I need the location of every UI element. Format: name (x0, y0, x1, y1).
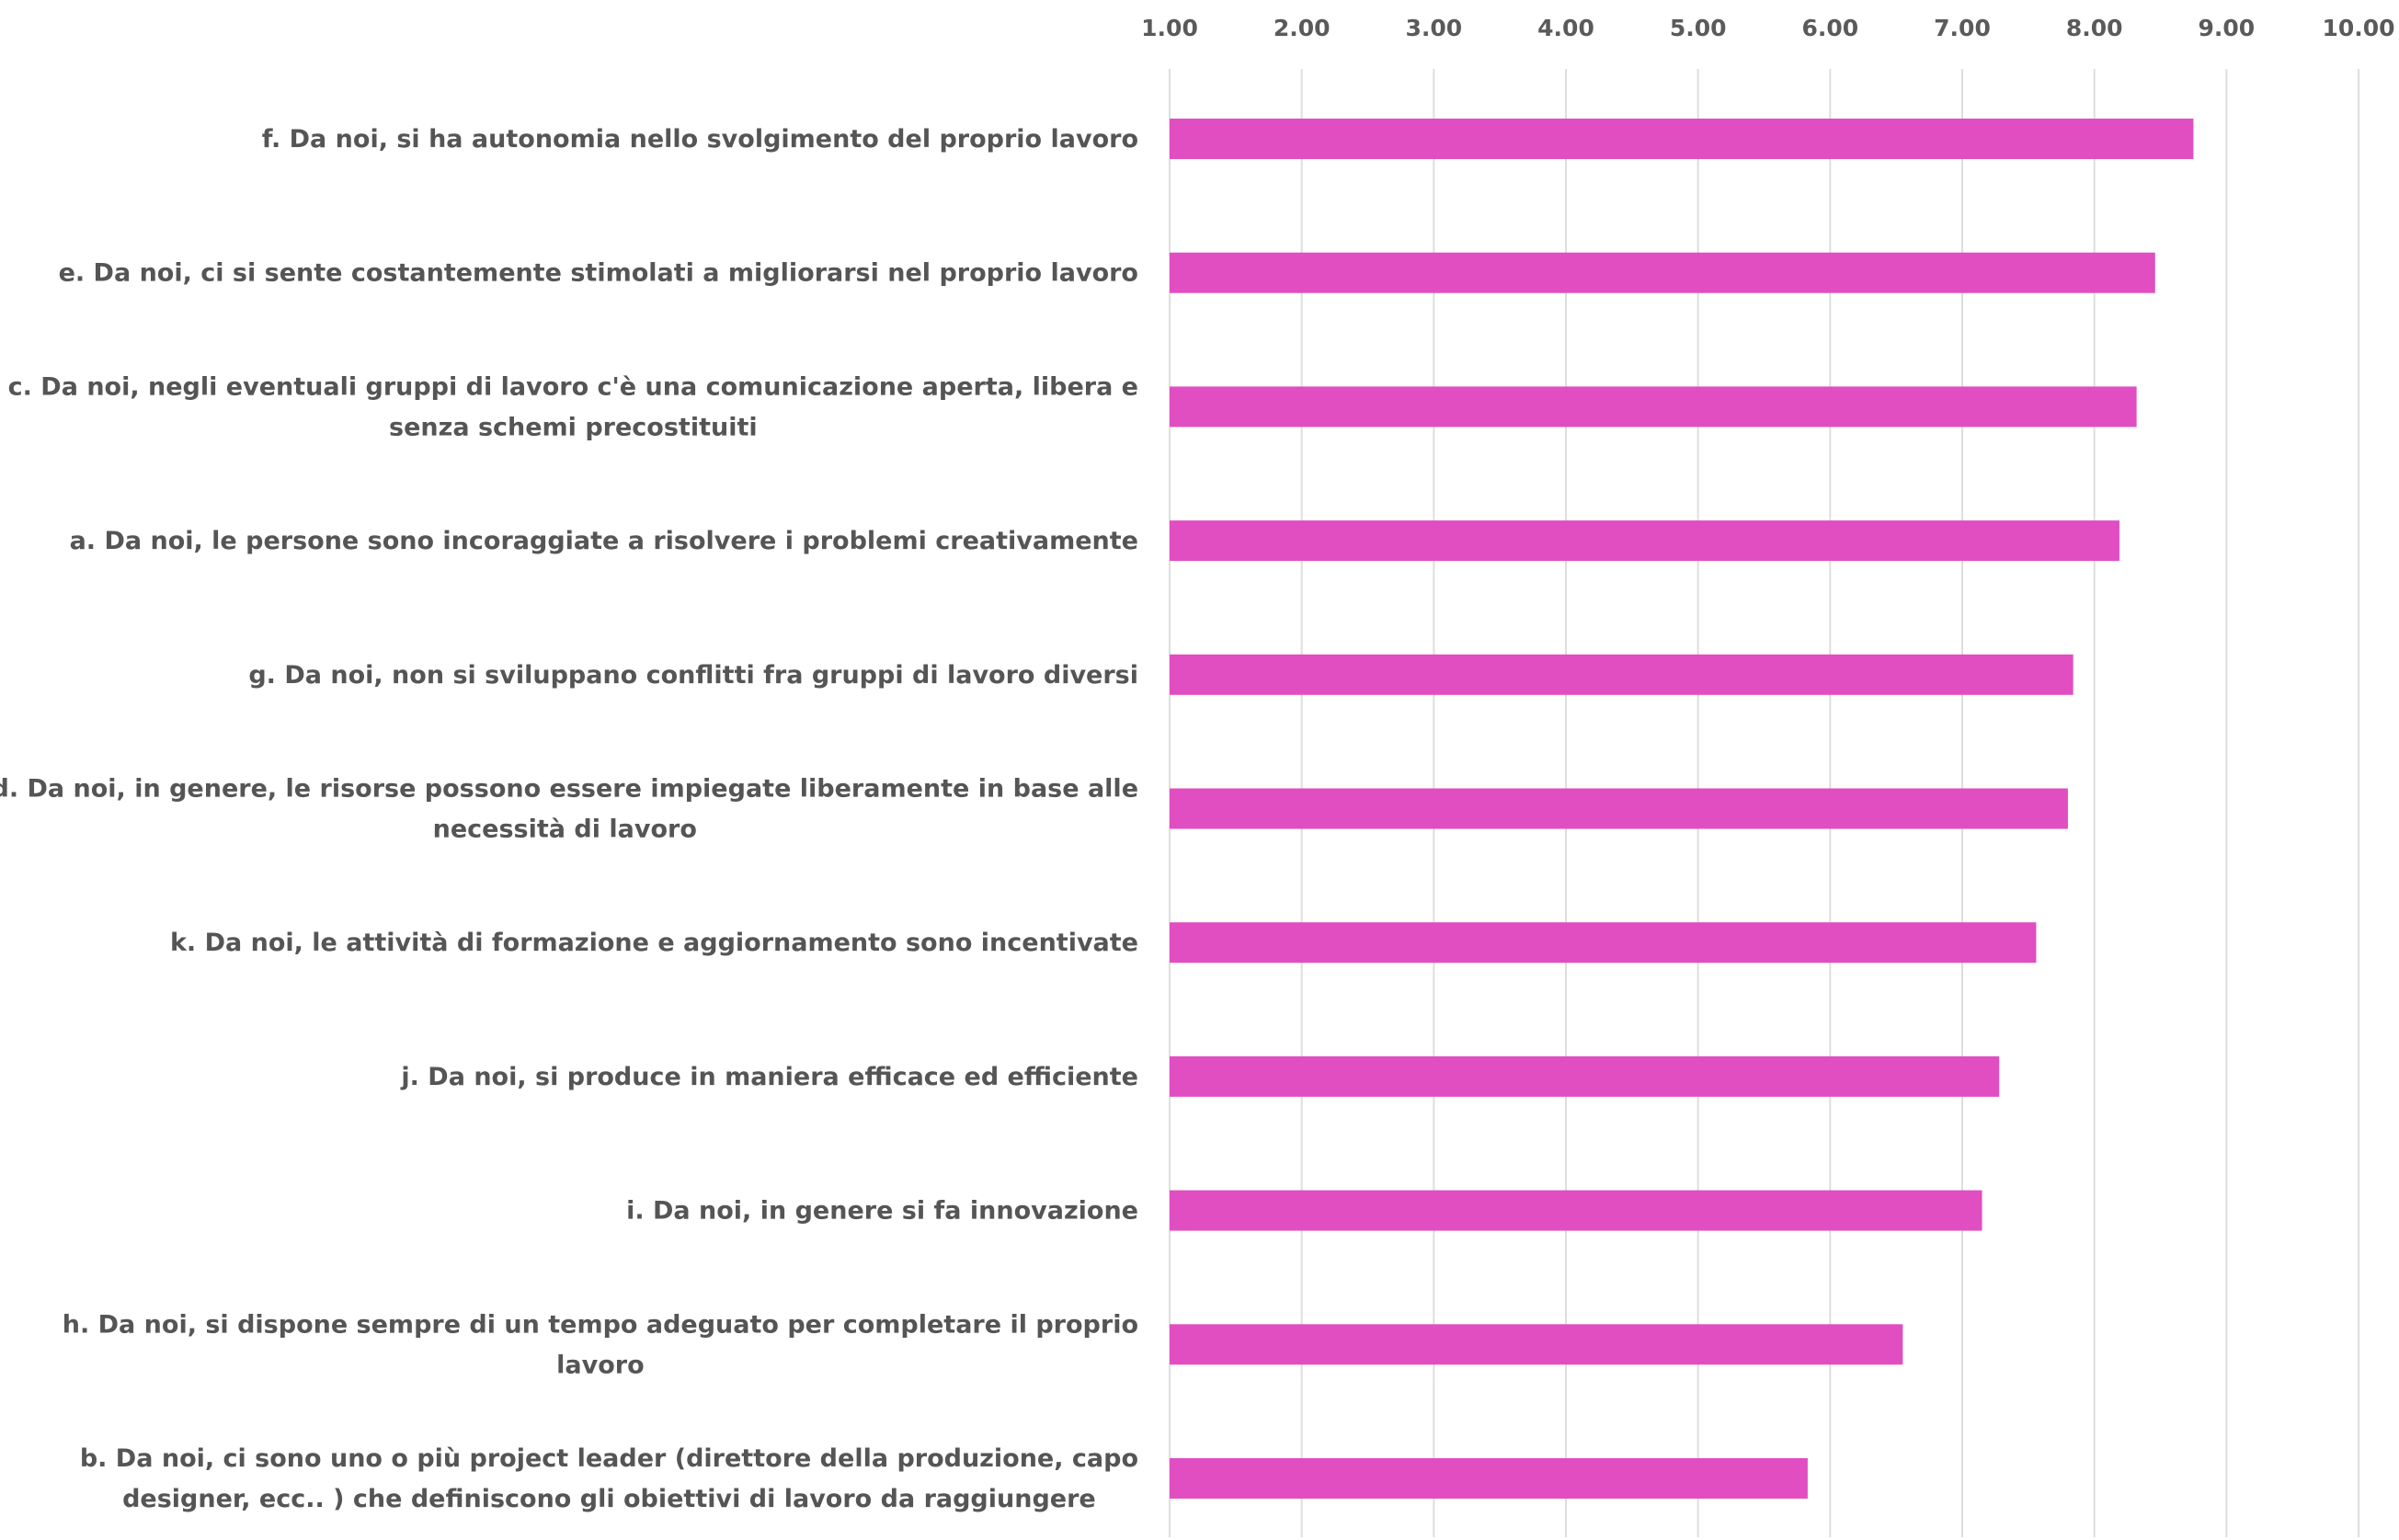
category-label: h. Da noi, si dispone sempre di un tempo… (63, 1310, 1138, 1379)
category-label-line: c. Da noi, negli eventuali gruppi di lav… (8, 372, 1138, 401)
x-tick-label: 4.00 (1537, 15, 1594, 41)
category-label-line: h. Da noi, si dispone sempre di un tempo… (63, 1310, 1138, 1339)
category-label-line: a. Da noi, le persone sono incoraggiate … (70, 527, 1138, 555)
category-label: a. Da noi, le persone sono incoraggiate … (70, 527, 1138, 555)
bar (1170, 788, 2068, 829)
category-label-line: g. Da noi, non si sviluppano conflitti f… (248, 661, 1138, 690)
bar (1170, 1324, 1903, 1365)
category-label: c. Da noi, negli eventuali gruppi di lav… (8, 372, 1138, 441)
x-tick-label: 7.00 (1934, 15, 1991, 41)
category-labels: f. Da noi, si ha autonomia nello svolgim… (0, 125, 1138, 1513)
category-label-line: e. Da noi, ci si sente costantemente sti… (59, 259, 1138, 288)
x-tick-label: 9.00 (2198, 15, 2255, 41)
x-tick-label: 10.00 (2322, 15, 2394, 41)
x-tick-label: 6.00 (1801, 15, 1858, 41)
category-label-line: senza schemi precostituiti (389, 413, 758, 441)
category-label: j. Da noi, si produce in maniera efficac… (400, 1063, 1138, 1091)
x-tick-label: 8.00 (2066, 15, 2123, 41)
bar (1170, 1190, 1982, 1231)
bar (1170, 1055, 2000, 1097)
bar (1170, 386, 2137, 428)
category-label-line: necessità di lavoro (433, 816, 697, 844)
category-label-line: j. Da noi, si produce in maniera efficac… (400, 1063, 1138, 1091)
category-label: b. Da noi, ci sono uno o più project lea… (80, 1444, 1138, 1513)
bar (1170, 252, 2155, 293)
bar (1170, 922, 2037, 964)
x-axis-ticks: 1.00 2.00 3.00 4.00 5.00 6.00 7.00 8.00 9.00 10.0… (1141, 15, 2394, 41)
x-tick-label: 1.00 (1141, 15, 1198, 41)
category-label-line: designer, ecc.. ) che definiscono gli ob… (122, 1485, 1096, 1513)
category-label: e. Da noi, ci si sente costantemente sti… (59, 259, 1138, 288)
category-label-line: f. Da noi, si ha autonomia nello svolgim… (262, 125, 1138, 154)
category-label: g. Da noi, non si sviluppano conflitti f… (248, 661, 1138, 690)
x-tick-label: 5.00 (1670, 15, 1727, 41)
bar (1170, 1458, 1808, 1499)
x-tick-label: 3.00 (1405, 15, 1462, 41)
bar (1170, 520, 2119, 562)
x-tick-label: 2.00 (1274, 15, 1331, 41)
category-label: i. Da noi, in genere si fa innovazione (626, 1197, 1138, 1226)
category-label-line: i. Da noi, in genere si fa innovazione (626, 1197, 1138, 1226)
category-label: d. Da noi, in genere, le risorse possono… (0, 775, 1138, 844)
bar (1170, 654, 2073, 695)
category-label-line: d. Da noi, in genere, le risorse possono… (0, 775, 1138, 804)
bars (1170, 119, 2194, 1499)
category-label-line: k. Da noi, le attività di formazione e a… (170, 929, 1138, 957)
bar (1170, 119, 2194, 159)
category-label: k. Da noi, le attività di formazione e a… (170, 929, 1138, 957)
category-label-line: b. Da noi, ci sono uno o più project lea… (80, 1444, 1138, 1473)
category-label-line: lavoro (556, 1351, 645, 1379)
category-label: f. Da noi, si ha autonomia nello svolgim… (262, 125, 1138, 154)
